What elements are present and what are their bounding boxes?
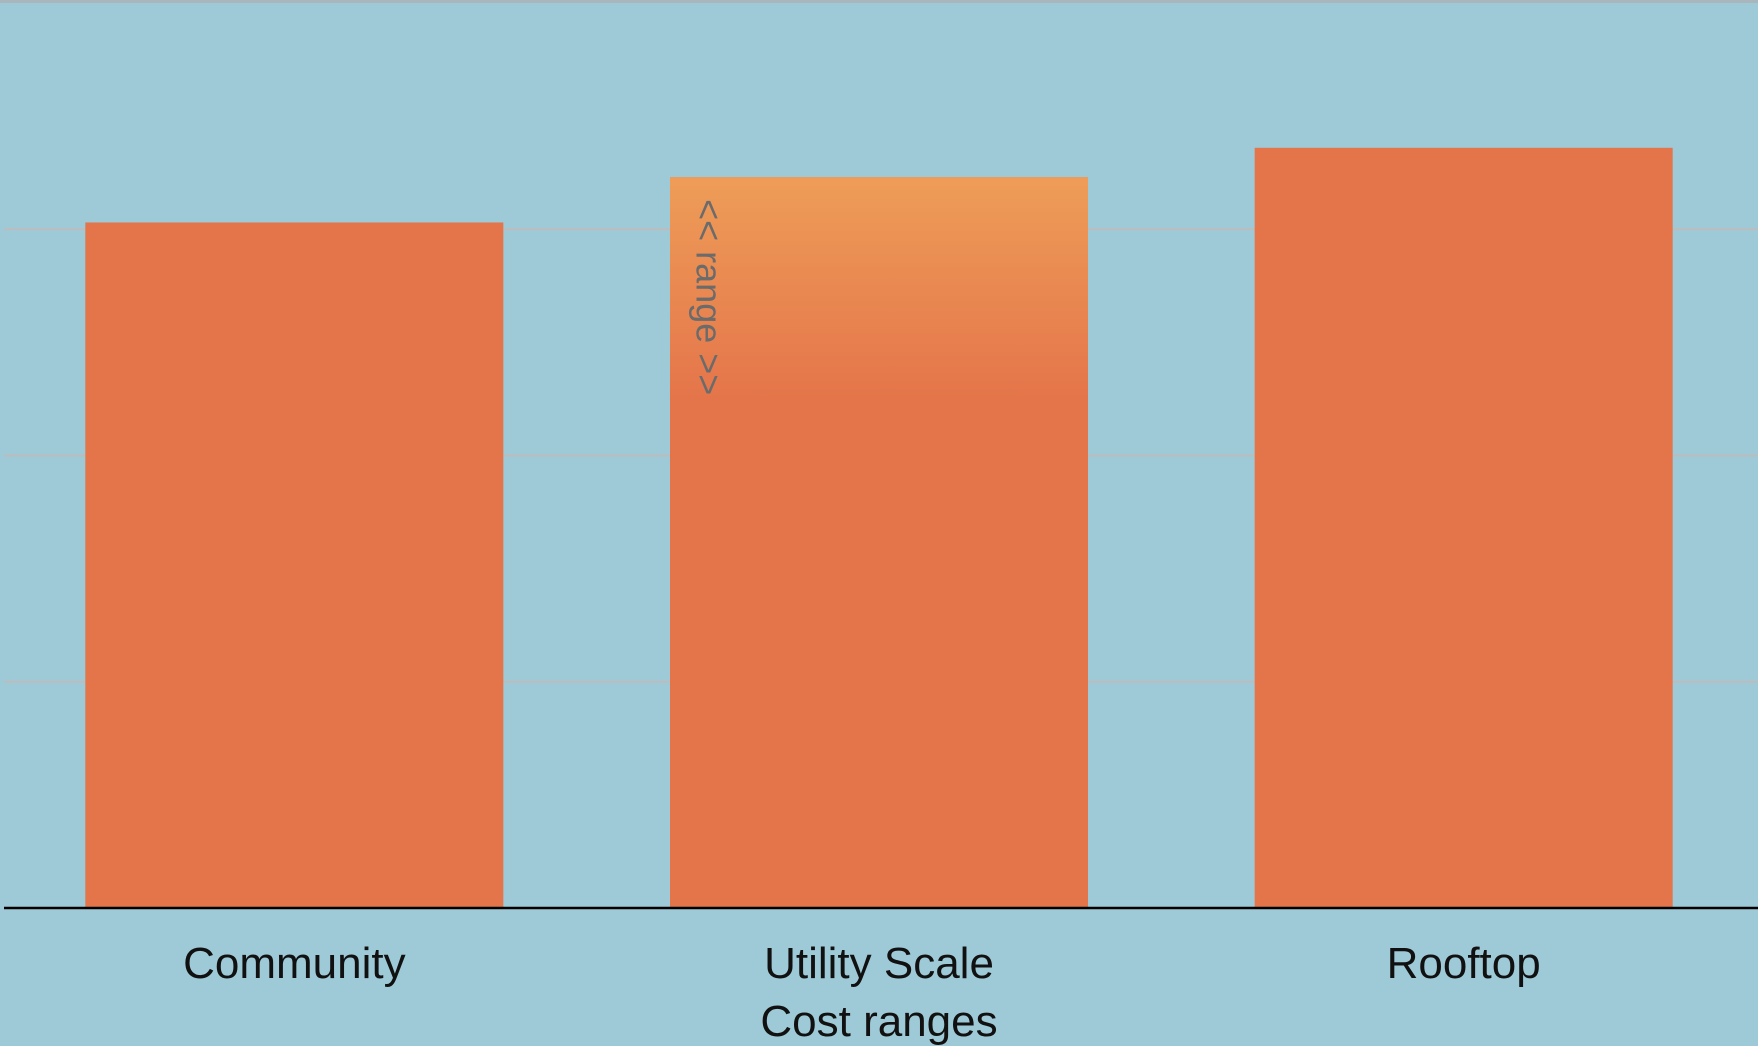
x-tick-label: Utility Scale	[764, 939, 994, 988]
bars	[85, 147, 1673, 909]
x-tick-label: Rooftop	[1387, 939, 1541, 988]
x-tick-label: Community	[183, 939, 406, 988]
bar-rooftop	[1254, 147, 1673, 909]
range-annotation: << range >>	[688, 199, 729, 395]
x-axis-title: Cost ranges	[760, 997, 997, 1046]
x-tick-labels: Community Utility Scale Rooftop	[183, 939, 1541, 988]
range-segment	[670, 177, 1088, 404]
bar-community	[85, 222, 504, 908]
